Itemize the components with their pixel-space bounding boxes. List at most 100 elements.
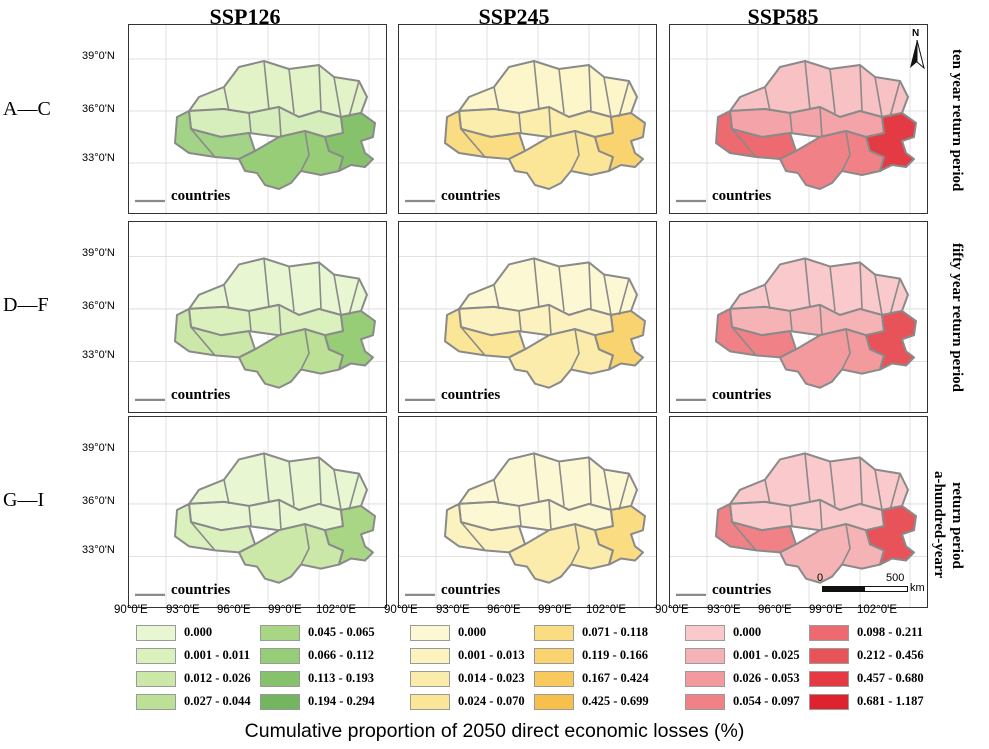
map-panel-e: countries [398, 221, 657, 413]
countries-legend-label: countries [441, 188, 501, 204]
lat-tick-label: 39°0'N [82, 247, 115, 259]
lon-tick-label: 96°0'E [487, 604, 521, 616]
countries-legend-label: countries [171, 582, 231, 598]
legend-swatch [136, 625, 176, 641]
lon-tick-label: 90°0'E [384, 604, 418, 616]
lon-tick-label: 93°0'E [436, 604, 470, 616]
region-east [324, 309, 376, 371]
north-label: N [912, 28, 920, 39]
legend-label: 0.119 - 0.166 [582, 648, 648, 662]
region-south [238, 328, 344, 389]
region-south [779, 130, 885, 190]
countries-legend-label: countries [712, 387, 772, 403]
legend-swatch [534, 694, 574, 710]
legend-label: 0.098 - 0.211 [857, 625, 923, 639]
legend-label: 0.045 - 0.065 [308, 625, 375, 639]
countries-legend-label: countries [171, 188, 231, 204]
lat-tick-label: 36°0'N [82, 300, 115, 312]
countries-legend-label: countries [441, 387, 501, 403]
legend-label: 0.001 - 0.013 [458, 648, 525, 662]
legend-label: 0.000 [184, 625, 213, 639]
legend-label: 0.000 [458, 625, 487, 639]
side-label-ten-year: ten year return period [949, 48, 965, 192]
legend-label: 0.457 - 0.680 [857, 671, 924, 685]
legend-swatch [136, 694, 176, 710]
region-center [729, 303, 885, 337]
region-east [594, 504, 646, 566]
countries-legend-label: countries [171, 387, 231, 403]
legend-label: 0.066 - 0.112 [308, 648, 374, 662]
region-center [458, 106, 614, 138]
region-south [238, 130, 344, 190]
region-east [324, 504, 376, 566]
row-label-d-f: D—F [3, 294, 49, 316]
side-label-fifty-year: fifty year return period [949, 242, 965, 392]
legend-label: 0.027 - 0.044 [184, 694, 251, 708]
region-east [865, 309, 917, 371]
lat-tick-label: 39°0'N [82, 442, 115, 454]
legend-label: 0.012 - 0.026 [184, 671, 251, 685]
lon-tick-label: 90°0'E [114, 604, 148, 616]
north-arrow-icon: N [906, 28, 928, 72]
region-center [188, 303, 344, 337]
legend-swatch [410, 694, 450, 710]
lon-tick-label: 102°0'E [586, 604, 627, 616]
legend-swatch [534, 648, 574, 664]
legend-label: 0.054 - 0.097 [733, 694, 800, 708]
legend-label: 0.681 - 1.187 [857, 694, 924, 708]
region-center [458, 303, 614, 337]
region-center [729, 106, 885, 138]
region-south [779, 328, 885, 389]
region-center [729, 498, 885, 532]
map-panel-f: countries [669, 221, 928, 413]
legend-swatch [809, 625, 849, 641]
legend-swatch [685, 671, 725, 687]
region-south [508, 328, 614, 389]
lon-tick-label: 99°0'E [538, 604, 572, 616]
legend-swatch [260, 648, 300, 664]
region-east [865, 504, 917, 566]
region-east [594, 112, 646, 172]
row-label-g-i: G—I [3, 489, 45, 511]
lon-tick-label: 99°0'E [268, 604, 302, 616]
side-label-hundred-year-line2: return period [949, 481, 965, 569]
region-center [188, 106, 344, 138]
legend-swatch [410, 648, 450, 664]
map-panel-a: countries [128, 24, 387, 214]
legend-swatch [260, 694, 300, 710]
region-east [594, 309, 646, 371]
lat-tick-label: 33°0'N [82, 152, 115, 164]
map-panel-d: countries [128, 221, 387, 413]
region-east [865, 112, 917, 172]
legend-label: 0.001 - 0.011 [184, 648, 250, 662]
side-label-hundred-year-line1: a-hundred-yearr [931, 471, 947, 579]
scale-start: 0 [817, 572, 824, 584]
legend-swatch [410, 671, 450, 687]
countries-legend-label: countries [712, 188, 772, 204]
legend-swatch [809, 671, 849, 687]
region-south [238, 523, 344, 584]
legend-label: 0.113 - 0.193 [308, 671, 374, 685]
lat-tick-label: 39°0'N [82, 50, 115, 62]
legend-label: 0.000 [733, 625, 762, 639]
legend-label: 0.425 - 0.699 [582, 694, 649, 708]
region-south [508, 130, 614, 190]
region-center [188, 498, 344, 532]
region-south [779, 523, 885, 584]
row-label-a-c: A—C [3, 98, 51, 120]
lat-tick-label: 33°0'N [82, 544, 115, 556]
lon-tick-label: 102°0'E [857, 604, 898, 616]
legend-label: 0.026 - 0.053 [733, 671, 800, 685]
scale-end: 500 [886, 572, 905, 584]
legend-label: 0.212 - 0.456 [857, 648, 924, 662]
lat-tick-label: 36°0'N [82, 103, 115, 115]
legend-swatch [260, 671, 300, 687]
map-panel-c: countries [669, 24, 928, 214]
lon-tick-label: 99°0'E [809, 604, 843, 616]
bottom-axis-title: Cumulative proportion of 2050 direct eco… [244, 720, 745, 742]
legend-swatch [136, 671, 176, 687]
legend-swatch [685, 625, 725, 641]
countries-legend-label: countries [712, 582, 772, 598]
legend-label: 0.024 - 0.070 [458, 694, 525, 708]
scale-unit: km [910, 582, 925, 594]
